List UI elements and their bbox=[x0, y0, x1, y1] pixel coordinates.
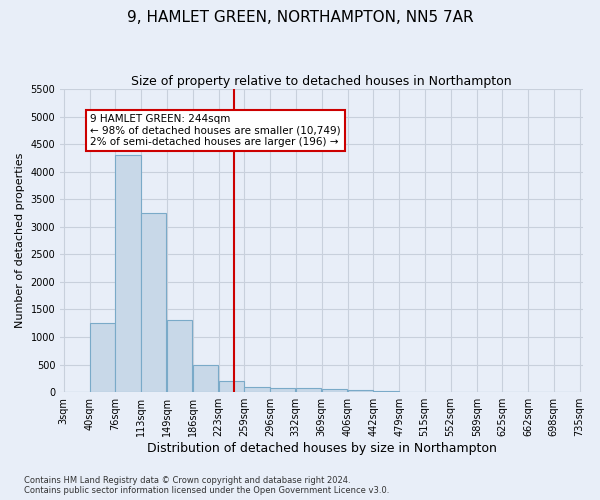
Bar bbox=[373, 391, 399, 392]
Text: Contains HM Land Registry data © Crown copyright and database right 2024.
Contai: Contains HM Land Registry data © Crown c… bbox=[24, 476, 389, 495]
Text: 9, HAMLET GREEN, NORTHAMPTON, NN5 7AR: 9, HAMLET GREEN, NORTHAMPTON, NN5 7AR bbox=[127, 10, 473, 25]
Bar bbox=[322, 390, 347, 392]
Bar bbox=[348, 390, 373, 392]
Bar bbox=[219, 381, 244, 392]
Y-axis label: Number of detached properties: Number of detached properties bbox=[15, 153, 25, 328]
Bar bbox=[193, 364, 218, 392]
Bar bbox=[296, 388, 322, 392]
Bar bbox=[115, 156, 141, 392]
Bar bbox=[142, 213, 166, 392]
Text: 9 HAMLET GREEN: 244sqm
← 98% of detached houses are smaller (10,749)
2% of semi-: 9 HAMLET GREEN: 244sqm ← 98% of detached… bbox=[90, 114, 340, 147]
Bar bbox=[90, 323, 115, 392]
X-axis label: Distribution of detached houses by size in Northampton: Distribution of detached houses by size … bbox=[147, 442, 497, 455]
Bar bbox=[244, 386, 270, 392]
Title: Size of property relative to detached houses in Northampton: Size of property relative to detached ho… bbox=[131, 75, 512, 88]
Bar bbox=[167, 320, 193, 392]
Bar bbox=[271, 388, 295, 392]
